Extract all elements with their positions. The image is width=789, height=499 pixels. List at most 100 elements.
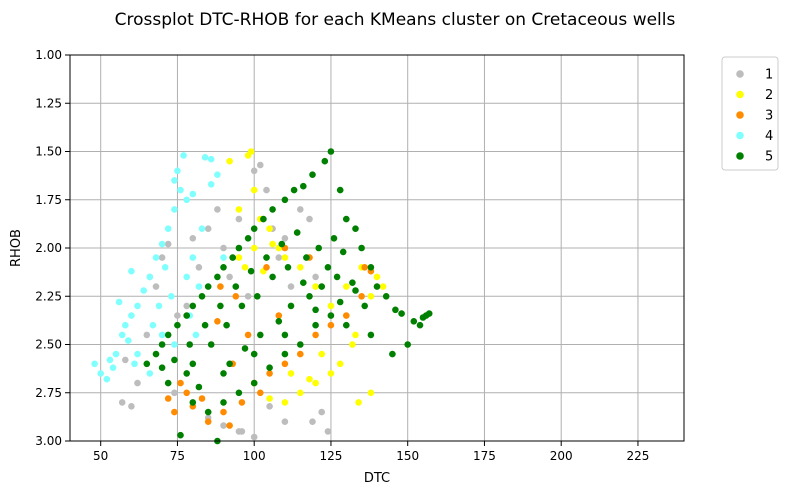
data-point (171, 356, 178, 364)
data-point (361, 302, 369, 310)
data-point (287, 302, 295, 310)
data-point (174, 321, 181, 329)
x-axis-ticks: 50 75 100 125 150 175 200 225 (93, 441, 649, 463)
data-point (158, 331, 166, 339)
data-point (220, 399, 227, 406)
data-point (171, 177, 178, 184)
data-point (223, 321, 230, 329)
data-point (352, 331, 359, 339)
data-point (260, 215, 267, 223)
data-point (220, 370, 227, 377)
data-point (214, 206, 221, 213)
data-point (312, 306, 319, 314)
data-point (293, 229, 301, 236)
data-point (189, 235, 197, 242)
y-tick-label: 1.75 (35, 193, 62, 207)
data-point (220, 422, 227, 429)
data-point (327, 321, 335, 329)
data-point (177, 431, 184, 439)
data-point (269, 206, 276, 213)
legend-label-1: 1 (765, 68, 773, 83)
data-point (201, 321, 209, 329)
data-point (158, 341, 166, 348)
data-point (297, 389, 304, 397)
data-point (235, 254, 243, 261)
data-point (278, 240, 286, 248)
data-point (183, 273, 190, 281)
data-point (134, 379, 141, 387)
data-point (250, 379, 258, 387)
data-point (312, 273, 319, 281)
data-point (131, 360, 138, 368)
data-point (306, 375, 313, 383)
x-tick-label: 225 (626, 449, 649, 463)
data-point (174, 312, 181, 319)
data-point (336, 360, 344, 368)
data-point (91, 360, 98, 368)
legend-label-2: 2 (765, 88, 773, 103)
data-point (214, 273, 221, 281)
data-point (303, 254, 310, 261)
y-tick-label: 2.00 (35, 241, 62, 255)
data-point (318, 283, 326, 290)
data-point (281, 418, 289, 426)
data-point (214, 171, 221, 178)
data-point (195, 264, 203, 271)
x-tick-label: 200 (550, 449, 573, 463)
data-point (183, 302, 190, 310)
data-point (235, 215, 243, 223)
data-point (257, 389, 264, 397)
data-point (198, 293, 206, 300)
data-point (152, 350, 160, 358)
data-point (195, 383, 203, 391)
data-point (275, 312, 283, 319)
data-point (198, 225, 206, 232)
data-point (315, 244, 323, 252)
data-point (207, 341, 215, 348)
data-point (183, 196, 190, 204)
data-point (161, 264, 169, 271)
data-point (398, 310, 405, 317)
data-point (232, 283, 240, 290)
data-point (232, 293, 240, 300)
data-point (189, 190, 197, 198)
y-tick-label: 3.00 (35, 434, 62, 448)
data-point (226, 157, 233, 165)
legend-marker-2 (736, 90, 744, 99)
data-point (189, 399, 197, 406)
data-point (250, 167, 258, 175)
data-point (189, 360, 197, 368)
data-point (204, 225, 212, 232)
data-point (352, 225, 359, 232)
y-tick-label: 2.75 (35, 386, 62, 400)
data-point (226, 273, 233, 281)
data-point (220, 408, 227, 416)
data-point (281, 254, 289, 261)
data-point (189, 302, 197, 310)
data-point (284, 264, 292, 271)
data-point (220, 244, 227, 252)
data-point (355, 399, 362, 406)
data-point (241, 345, 249, 352)
data-point (164, 240, 172, 248)
data-point (367, 293, 375, 300)
data-point (118, 399, 126, 406)
chart-title: Crossplot DTC-RHOB for each KMeans clust… (115, 10, 676, 30)
data-point (229, 254, 236, 261)
data-point (204, 283, 212, 290)
data-point (250, 350, 258, 358)
data-point (146, 273, 154, 281)
x-axis-label: DTC (364, 471, 390, 486)
data-point (287, 283, 295, 290)
data-point (349, 341, 356, 348)
data-point (263, 254, 270, 261)
x-tick-label: 100 (243, 449, 266, 463)
data-point (300, 182, 307, 190)
series-4 (91, 152, 227, 383)
data-point (312, 331, 319, 339)
data-point (143, 331, 151, 339)
data-point (128, 312, 135, 319)
data-point (155, 302, 163, 310)
data-point (226, 422, 233, 429)
data-point (297, 206, 304, 213)
